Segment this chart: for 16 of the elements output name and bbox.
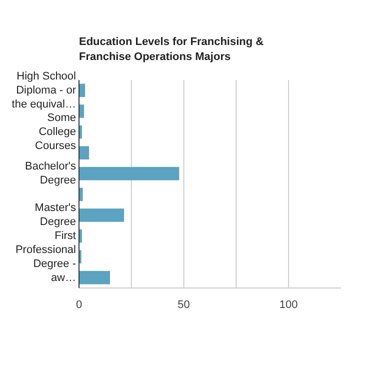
y-tick-label: Bachelor's Degree xyxy=(24,160,76,187)
bar xyxy=(79,84,86,98)
bar xyxy=(79,208,124,222)
chart-title: Education Levels for Franchising & Franchise Operations Majors xyxy=(79,36,264,63)
x-tick-label: 0 xyxy=(76,299,82,311)
y-tick-label: High School Diploma - or the equival… xyxy=(12,70,76,110)
x-tick-label: 50 xyxy=(178,299,190,311)
bar xyxy=(79,188,83,202)
bar xyxy=(79,146,90,160)
y-tick-label: Some College Courses xyxy=(35,112,76,152)
bar xyxy=(79,270,110,284)
y-tick-label: First Professional Degree - aw… xyxy=(15,230,76,284)
bar xyxy=(79,104,84,118)
x-tick-label: 100 xyxy=(279,299,298,311)
bar xyxy=(79,166,180,180)
y-tick-label: Master's Degree xyxy=(34,202,76,228)
